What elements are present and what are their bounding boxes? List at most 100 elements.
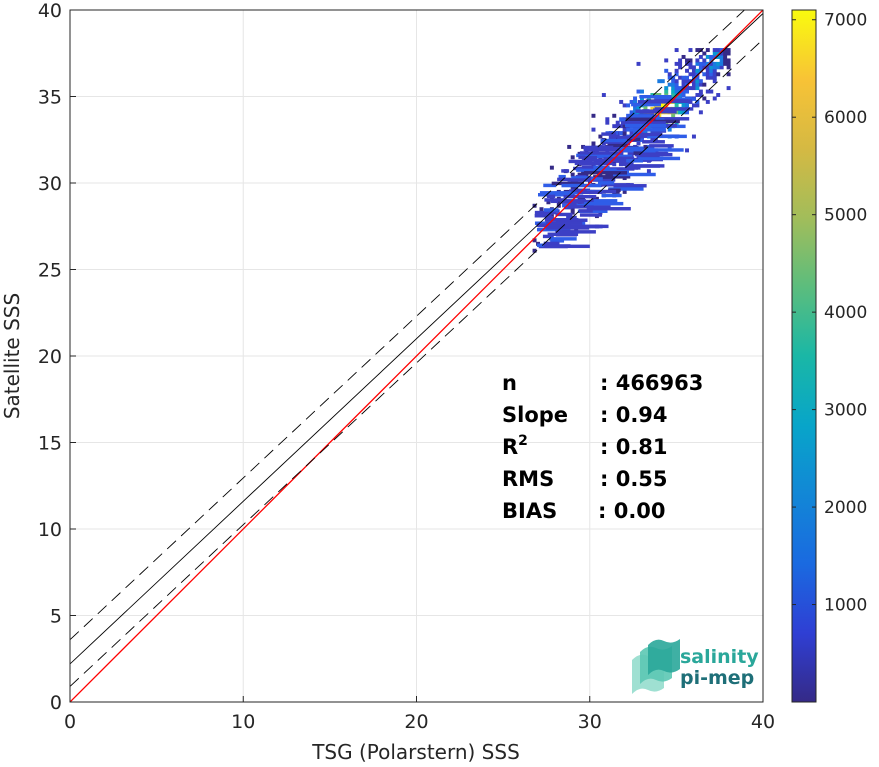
heatmap-cell <box>698 54 703 59</box>
salinity-pi-mep-logo: salinity pi-mep <box>632 639 759 694</box>
heatmap-cell <box>712 96 717 101</box>
x-tick-label: 0 <box>64 711 76 733</box>
colorbar-tick-label: 3000 <box>824 401 867 421</box>
stat-row-rms: RMS: 0.55 <box>502 467 668 491</box>
heatmap-cell <box>726 86 731 91</box>
heatmap-cell <box>685 148 690 153</box>
heatmap-cell <box>712 48 717 53</box>
heatmap-cell <box>691 68 696 73</box>
stat-row-slope: Slope: 0.94 <box>502 403 668 427</box>
heatmap-cell <box>639 138 644 142</box>
heatmap-cell <box>674 72 679 77</box>
heatmap-cell <box>579 213 603 217</box>
heatmap-cell <box>555 212 573 217</box>
heatmap-cell <box>695 48 700 53</box>
heatmap-cell <box>726 61 731 66</box>
heatmap-cell <box>719 51 724 56</box>
heatmap-cell <box>600 175 615 179</box>
heatmap-cell <box>705 61 710 66</box>
heatmap-cell <box>624 123 667 128</box>
heatmap-cell <box>664 103 669 108</box>
heatmap-cell <box>570 210 575 215</box>
heatmap-cell <box>709 68 714 73</box>
heatmap-cell <box>612 172 656 177</box>
heatmap-cell <box>705 89 710 94</box>
heatmap-cell <box>650 117 690 121</box>
y-tick-label: 35 <box>38 87 62 109</box>
density-heatmap <box>532 48 731 253</box>
x-axis: 0 10 20 30 40 <box>64 696 775 733</box>
heatmap-cell <box>593 199 618 203</box>
heatmap-cell <box>584 201 624 206</box>
heatmap-cell <box>584 172 589 177</box>
heatmap-cell <box>591 141 596 146</box>
heatmap-cell <box>570 186 575 191</box>
heatmap-cell <box>570 172 575 177</box>
heatmap-cell <box>695 75 700 80</box>
reference-lines <box>70 10 763 702</box>
heatmap-cell <box>626 159 643 163</box>
heatmap-cell <box>639 94 672 99</box>
heatmap-cell <box>547 232 579 237</box>
heatmap-cell <box>674 89 679 94</box>
heatmap-cell <box>583 171 628 175</box>
heatmap-cell <box>581 165 597 169</box>
heatmap-cell <box>702 58 707 63</box>
heatmap-cell <box>550 239 565 243</box>
heatmap-cell <box>638 156 681 161</box>
heatmap-cell <box>619 124 624 129</box>
heatmap-cell <box>702 61 707 66</box>
heatmap-cell <box>695 58 700 63</box>
stat-label: Slope <box>502 403 568 427</box>
heatmap-cell <box>681 75 686 80</box>
heatmap-cell <box>709 61 714 66</box>
heatmap-cell <box>612 134 617 139</box>
heatmap-cell <box>646 144 651 149</box>
heatmap-cell <box>681 79 686 84</box>
heatmap-cell <box>617 135 636 140</box>
heatmap-cell <box>622 127 627 132</box>
heatmap-cell <box>633 99 638 104</box>
heatmap-cell <box>688 65 693 70</box>
heatmap-cell <box>635 132 663 137</box>
heatmap-cell <box>636 106 641 111</box>
heatmap-cell <box>603 156 635 161</box>
heatmap-cell <box>723 58 728 63</box>
line-regression-minus-2rms <box>70 39 763 687</box>
heatmap-cell <box>685 110 690 115</box>
heatmap-cell <box>622 189 627 194</box>
y-tick-label: 10 <box>38 519 62 541</box>
heatmap-cell <box>695 79 700 84</box>
heatmap-cell <box>716 93 721 97</box>
stat-value: : 466963 <box>600 371 703 395</box>
heatmap-cell <box>561 200 585 204</box>
y-tick-label: 0 <box>50 692 62 714</box>
heatmap-cell <box>570 155 575 160</box>
heatmap-cell <box>643 106 648 111</box>
heatmap-cell <box>685 79 690 84</box>
heatmap-cell <box>674 86 679 91</box>
heatmap-cell <box>618 162 634 166</box>
heatmap-cell <box>660 103 665 108</box>
heatmap-cell <box>705 65 710 70</box>
heatmap-cell <box>581 196 586 201</box>
heatmap-cell <box>698 93 703 97</box>
heatmap-cell <box>674 68 679 73</box>
colorbar-tick-label: 6000 <box>824 108 867 128</box>
heatmap-cell <box>567 144 572 149</box>
colorbar <box>791 9 817 703</box>
heatmap-cell <box>709 65 714 70</box>
heatmap-cell <box>633 106 638 111</box>
heatmap-cell <box>577 196 582 201</box>
heatmap-cell <box>671 86 676 91</box>
heatmap-cell <box>726 48 731 53</box>
heatmap-cell <box>583 147 620 152</box>
heatmap-cell <box>544 215 554 220</box>
heatmap-cell <box>636 141 641 146</box>
stat-value: : 0.55 <box>600 467 668 491</box>
heatmap-cell <box>578 209 593 213</box>
heatmap-cell <box>546 194 556 199</box>
heatmap-cell <box>685 75 690 80</box>
heatmap-cell <box>607 143 628 148</box>
heatmap-cell <box>671 82 676 87</box>
